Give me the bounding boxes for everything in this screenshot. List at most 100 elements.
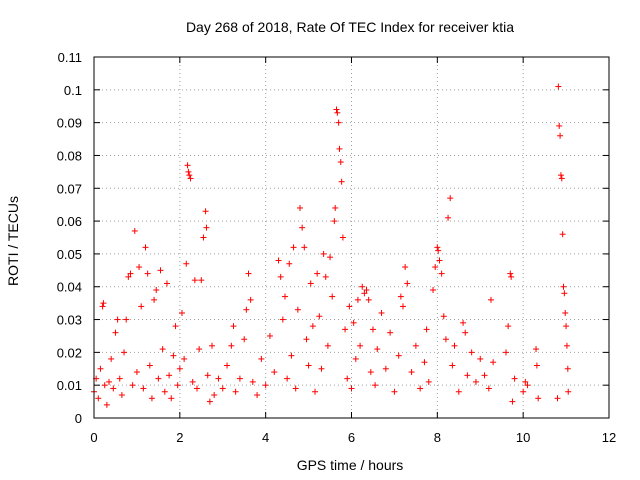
data-point xyxy=(258,355,265,362)
data-point xyxy=(279,316,286,323)
data-point xyxy=(430,287,437,294)
data-point xyxy=(153,287,160,294)
data-point xyxy=(563,342,570,349)
data-point xyxy=(438,270,445,277)
data-point xyxy=(271,369,278,376)
data-point xyxy=(322,273,329,280)
data-point xyxy=(189,378,196,385)
data-point xyxy=(129,382,136,389)
y-tick-label: 0.11 xyxy=(58,50,82,65)
data-point xyxy=(397,293,404,300)
data-point xyxy=(557,132,564,139)
data-point xyxy=(202,208,209,215)
x-tick-label: 2 xyxy=(176,430,183,445)
data-point xyxy=(564,365,571,372)
data-point xyxy=(556,122,563,129)
data-point xyxy=(247,296,254,303)
data-point xyxy=(320,250,327,257)
data-point xyxy=(286,260,293,267)
data-point xyxy=(369,326,376,333)
data-point xyxy=(434,244,441,251)
data-point xyxy=(374,346,381,353)
data-point xyxy=(395,352,402,359)
data-point xyxy=(440,313,447,320)
x-tick-label: 6 xyxy=(348,430,355,445)
data-point xyxy=(114,316,121,323)
data-point xyxy=(108,355,115,362)
data-point xyxy=(557,172,564,179)
data-point xyxy=(344,375,351,382)
data-point xyxy=(146,362,153,369)
data-point xyxy=(378,309,385,316)
data-point xyxy=(520,388,527,395)
data-point xyxy=(404,280,411,287)
data-point xyxy=(219,385,226,392)
data-point xyxy=(507,270,514,277)
data-point xyxy=(477,355,484,362)
data-point xyxy=(243,306,250,313)
data-point xyxy=(365,296,372,303)
y-tick-label: 0.02 xyxy=(57,345,82,360)
data-point xyxy=(172,323,179,330)
data-point xyxy=(228,342,235,349)
data-point xyxy=(445,214,452,221)
data-point xyxy=(490,359,497,366)
data-point xyxy=(163,280,170,287)
data-point xyxy=(560,283,567,290)
data-point xyxy=(382,365,389,372)
data-point xyxy=(455,388,462,395)
data-point xyxy=(472,378,479,385)
data-point xyxy=(288,352,295,359)
x-tick-label: 0 xyxy=(90,430,97,445)
data-point xyxy=(391,388,398,395)
data-point xyxy=(508,273,515,280)
data-point xyxy=(316,313,323,320)
data-point xyxy=(331,218,338,225)
data-point xyxy=(303,336,310,343)
y-tick-label: 0 xyxy=(75,411,82,426)
data-point xyxy=(174,382,181,389)
data-point xyxy=(449,362,456,369)
data-point xyxy=(348,385,355,392)
data-point xyxy=(224,362,231,369)
data-point xyxy=(509,398,516,405)
data-point xyxy=(204,372,211,379)
data-point xyxy=(318,365,325,372)
data-point xyxy=(485,385,492,392)
data-point xyxy=(230,323,237,330)
data-point xyxy=(332,204,339,211)
y-tick-label: 0.04 xyxy=(57,280,82,295)
chart-title: Day 268 of 2018, Rate Of TEC Index for r… xyxy=(186,19,514,35)
data-point xyxy=(451,342,458,349)
data-point xyxy=(562,309,569,316)
data-point xyxy=(357,342,364,349)
data-point xyxy=(338,178,345,185)
data-point xyxy=(301,244,308,251)
data-point xyxy=(462,329,469,336)
data-point xyxy=(131,227,138,234)
data-point xyxy=(144,270,151,277)
data-point xyxy=(554,395,561,402)
data-point xyxy=(342,326,349,333)
y-tick-label: 0.07 xyxy=(57,181,82,196)
data-point xyxy=(185,168,192,175)
data-point xyxy=(121,349,128,356)
data-point xyxy=(432,264,439,271)
data-point xyxy=(533,362,540,369)
data-point xyxy=(417,385,424,392)
data-point xyxy=(200,234,207,241)
data-point xyxy=(335,119,342,126)
y-tick-label: 0.01 xyxy=(57,378,82,393)
data-point xyxy=(324,342,331,349)
data-point xyxy=(148,395,155,402)
data-point xyxy=(408,369,415,376)
data-point xyxy=(354,296,361,303)
y-tick-label: 0.08 xyxy=(57,148,82,163)
data-point xyxy=(166,372,173,379)
data-point xyxy=(363,287,370,294)
data-point xyxy=(241,336,248,343)
data-point xyxy=(191,277,198,284)
data-point xyxy=(194,385,200,392)
